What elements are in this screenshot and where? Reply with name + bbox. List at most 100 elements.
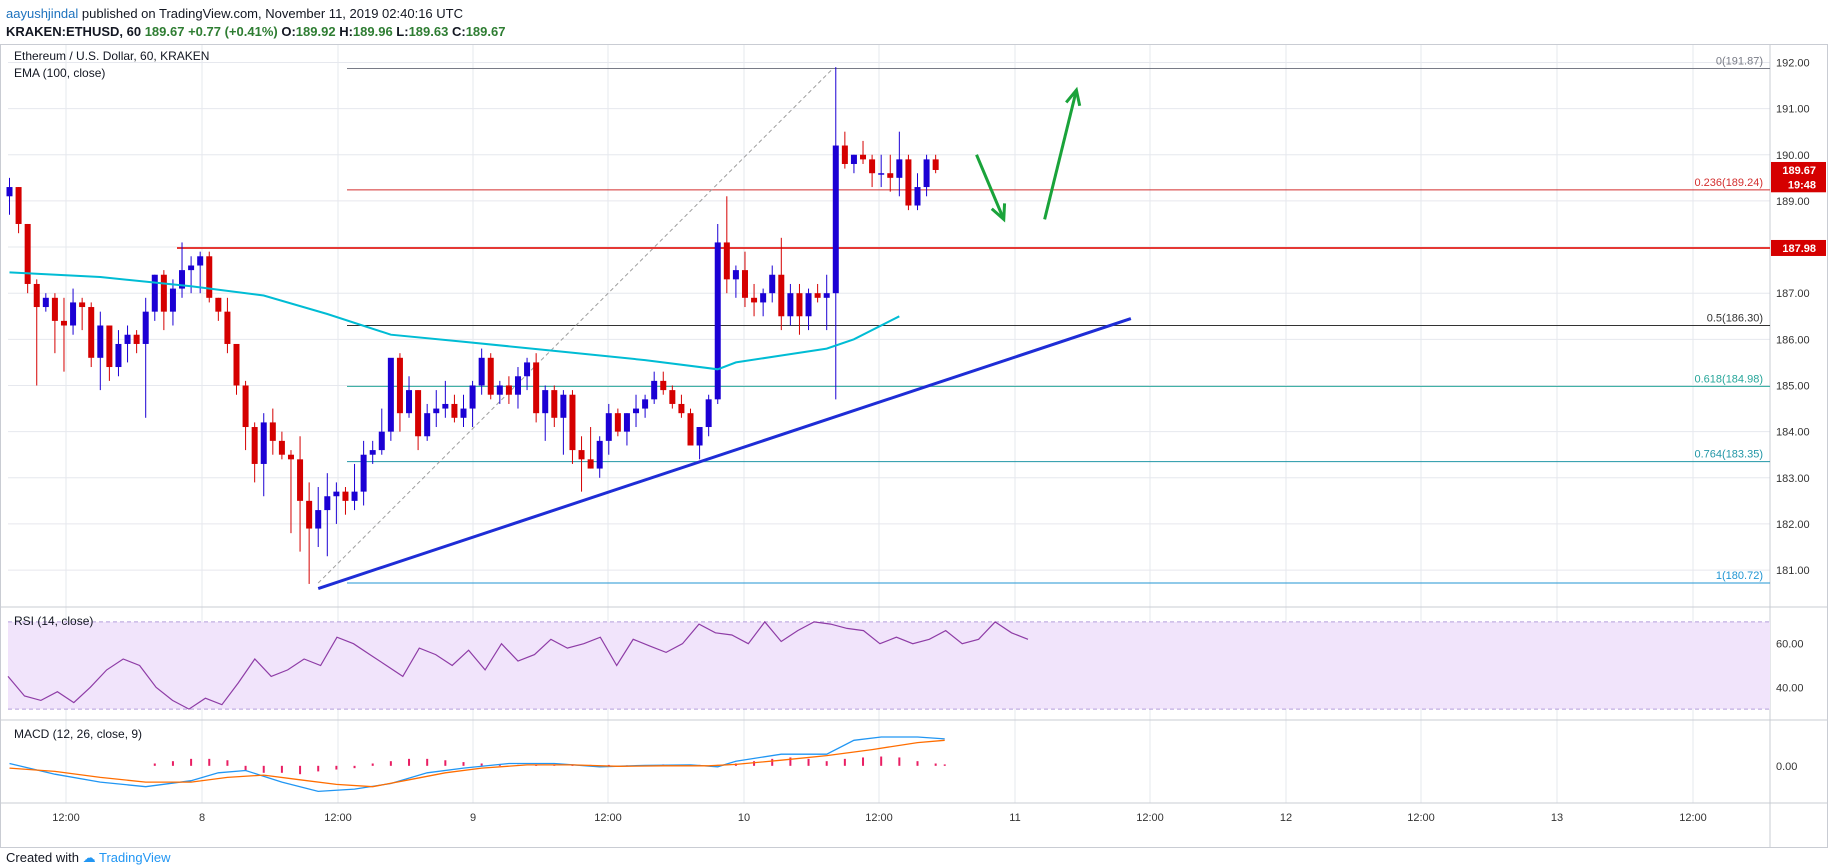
close-label: C:	[451, 24, 466, 39]
candle-body	[269, 422, 276, 441]
candle	[315, 487, 322, 548]
x-tick-label: 11	[1009, 812, 1020, 824]
symbol: KRAKEN:ETHUSD, 60	[6, 24, 142, 39]
candle	[24, 223, 31, 294]
candle-body	[179, 270, 186, 289]
candle	[660, 371, 667, 395]
candle	[369, 440, 376, 464]
candle	[542, 385, 549, 441]
macd-histogram-bar	[171, 761, 174, 766]
candle-body	[524, 362, 531, 377]
rsi-line	[7, 620, 1029, 710]
x-tick-label: 12	[1280, 812, 1292, 824]
candle-body	[514, 376, 521, 395]
candle	[133, 330, 140, 354]
ema-legend: EMA (100, close)	[14, 66, 105, 80]
candle-body	[333, 491, 340, 497]
fib-diagonal	[317, 68, 834, 584]
candle-body	[287, 454, 294, 460]
candle	[642, 394, 649, 418]
candle-body	[451, 403, 458, 418]
author-link[interactable]: aayushjindal	[6, 6, 79, 21]
macd-histogram-bar	[371, 763, 374, 766]
macd-histogram-bar	[771, 758, 774, 766]
candle	[251, 422, 258, 483]
macd-tick-label: 0.00	[1776, 761, 1797, 773]
fib-label: 0.618(184.98)	[1695, 373, 1764, 385]
tradingview-brand[interactable]: TradingView	[99, 850, 171, 865]
candle-body	[6, 187, 13, 197]
candle	[896, 131, 903, 197]
candle-body	[24, 223, 31, 284]
candle-body	[841, 145, 848, 164]
candle-body	[687, 413, 694, 446]
x-tick-label: 13	[1551, 812, 1563, 824]
candle-body	[424, 413, 431, 437]
open-value: 189.92	[295, 24, 336, 39]
candle-body	[560, 394, 567, 418]
price-change: +0.77 (+0.41%)	[188, 24, 278, 39]
published-text: published on TradingView.com, November 1…	[81, 6, 463, 21]
candle	[705, 394, 712, 437]
price-tag-label: 189.67	[1782, 165, 1816, 177]
high-value: 189.96	[352, 24, 393, 39]
candle	[832, 67, 839, 400]
trend-arrow-0	[975, 154, 1007, 223]
macd-histogram-bar	[825, 761, 828, 766]
candle	[760, 288, 767, 317]
price-tag	[1771, 161, 1826, 178]
candle	[206, 251, 213, 303]
candle-body	[387, 357, 394, 432]
candle	[714, 223, 721, 404]
candle	[378, 408, 385, 455]
signal-line	[9, 739, 945, 788]
candle-body	[660, 380, 667, 391]
candle	[578, 436, 585, 492]
candle-body	[633, 408, 640, 414]
candle	[533, 353, 540, 423]
candle-body	[260, 422, 267, 464]
trading-chart[interactable]: 181.00 182.00 183.00 184.00 185.00 186.00 187.…	[0, 44, 1828, 848]
candle-body	[723, 242, 730, 280]
trend-arrow-1	[1043, 86, 1082, 220]
candle	[905, 154, 912, 211]
macd-histogram-bar	[880, 756, 883, 766]
candle-body	[796, 293, 803, 317]
candle	[396, 353, 403, 432]
candle	[633, 394, 640, 428]
footer: Created with ☁ TradingView	[6, 850, 171, 866]
open-label: O:	[281, 24, 296, 39]
candle	[97, 311, 104, 391]
x-tick-label: 10	[738, 812, 750, 824]
publish-line: aayushjindal published on TradingView.co…	[6, 6, 463, 21]
rsi-tick-label: 40.00	[1776, 682, 1804, 694]
candle	[732, 265, 739, 298]
candle	[614, 408, 621, 437]
macd-histogram-bar	[208, 758, 211, 766]
fib-label: 0.764(183.35)	[1695, 449, 1764, 461]
candle-body	[623, 413, 630, 432]
candle	[424, 403, 431, 441]
macd-histogram-bar	[408, 758, 411, 766]
candle-body	[42, 297, 49, 308]
candle	[741, 251, 748, 308]
candle	[923, 154, 930, 197]
candle	[224, 297, 231, 354]
symbol-line: KRAKEN:ETHUSD, 60 189.67 +0.77 (+0.41%) …	[6, 24, 505, 39]
candle	[678, 394, 685, 418]
candle	[306, 482, 313, 584]
candle	[451, 394, 458, 423]
chart-background	[0, 44, 1828, 848]
candle	[15, 187, 22, 234]
candle	[841, 131, 848, 169]
candle-body	[188, 265, 195, 271]
candle	[51, 293, 58, 354]
candle-body	[406, 390, 413, 414]
candle-body	[769, 274, 776, 294]
candle	[560, 390, 567, 455]
candle	[60, 297, 67, 372]
candle-body	[79, 302, 86, 308]
candle	[433, 390, 440, 428]
candle-body	[578, 450, 585, 460]
candle-body	[869, 159, 876, 174]
